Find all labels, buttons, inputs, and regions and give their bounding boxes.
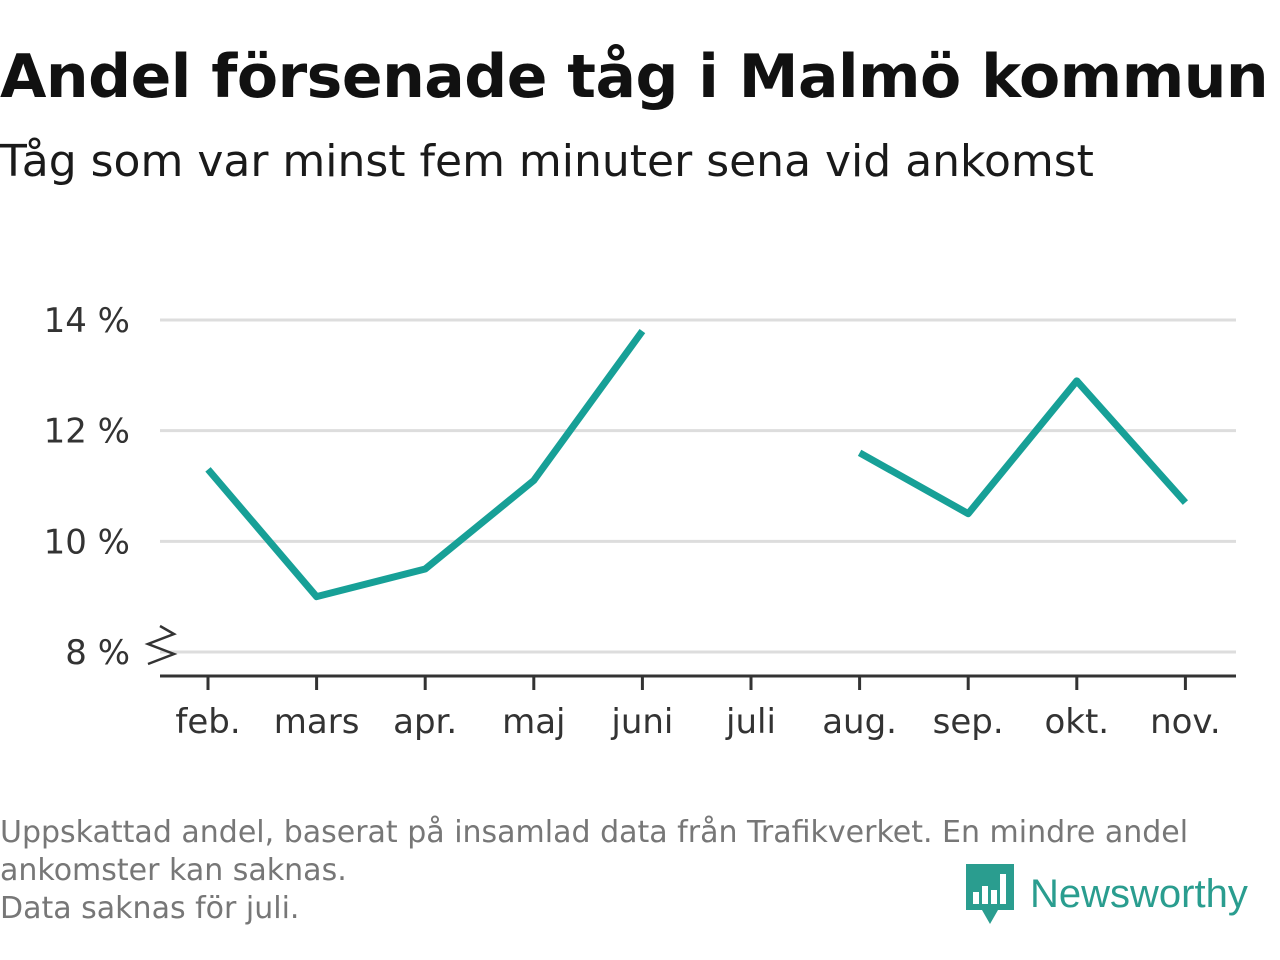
x-tick-label: juli: [725, 702, 776, 742]
series-lines: [205, 329, 1189, 601]
footnote-line-2: ankomster kan saknas.: [0, 853, 347, 888]
x-tick-label: sep.: [933, 702, 1004, 742]
x-tick-label: aug.: [822, 702, 897, 742]
series-line-segment: [205, 329, 646, 601]
brand-name: Newsworthy: [1030, 871, 1248, 916]
x-tick-label: nov.: [1150, 702, 1221, 742]
line-chart: 8 % 10 % 12 % 14 % feb. mars apr. maj juni juli a…: [44, 301, 1236, 742]
x-tick-label: maj: [502, 702, 565, 742]
y-axis-ticks: 8 % 10 % 12 % 14 %: [44, 301, 178, 673]
chart-subtitle: Tåg som var minst fem minuter sena vid a…: [0, 136, 1094, 187]
brand-logo: Newsworthy: [964, 862, 1248, 926]
series-line-segment: [857, 377, 1189, 518]
chart-title: Andel försenade tåg i Malmö kommun: [0, 42, 1269, 112]
x-axis-ticks: feb. mars apr. maj juni juli aug. sep. okt. nov.: [175, 676, 1221, 742]
x-tick-label: mars: [274, 702, 360, 742]
y-tick-label: 14 %: [44, 301, 130, 341]
y-tick-label: 10 %: [44, 522, 130, 562]
footnote-line-1: Uppskattad andel, baserat på insamlad da…: [0, 815, 1189, 850]
x-tick-label: juni: [610, 702, 673, 742]
bar-chart-speech-bubble-icon: [966, 864, 1014, 924]
footnote-line-3: Data saknas för juli.: [0, 891, 300, 926]
y-tick-label: 12 %: [44, 412, 130, 452]
x-tick-label: apr.: [393, 702, 457, 742]
footnote: Uppskattad andel, baserat på insamlad da…: [0, 814, 1270, 928]
x-tick-label: okt.: [1044, 702, 1109, 742]
axis-break-marker: [144, 624, 178, 666]
gridlines: [160, 318, 1236, 654]
y-tick-label: 8 %: [65, 633, 130, 673]
x-tick-label: feb.: [175, 702, 240, 742]
